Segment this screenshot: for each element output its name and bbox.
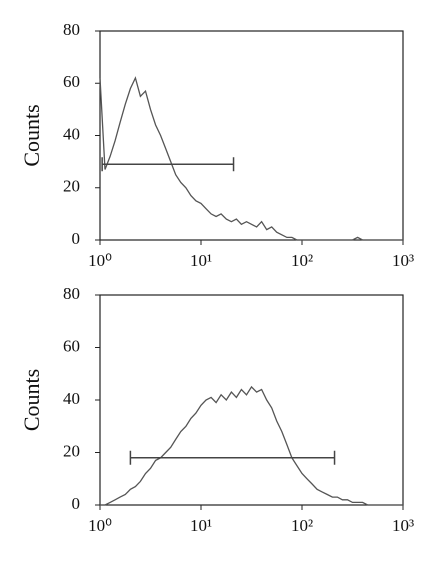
y-tick-label: 0 [72, 494, 81, 513]
y-tick-label: 80 [63, 284, 80, 303]
x-tick-label: 10¹ [190, 251, 212, 270]
y-tick-label: 40 [63, 389, 80, 408]
histogram-line [100, 385, 403, 506]
y-tick-label: 20 [63, 177, 80, 196]
x-tick-label: 10³ [392, 516, 414, 535]
x-tick-label: 10⁰ [88, 251, 112, 270]
histogram-line [99, 76, 403, 241]
y-tick-label: 80 [63, 20, 80, 39]
y-tick-label: 20 [63, 441, 80, 460]
y-tick-label: 60 [63, 72, 80, 91]
y-tick-label: 60 [63, 336, 80, 355]
x-tick-label: 10¹ [190, 516, 212, 535]
y-axis-label: Counts [19, 369, 44, 431]
x-tick-label: 10² [291, 251, 313, 270]
y-axis-label: Counts [19, 104, 44, 166]
x-tick-label: 10³ [392, 251, 414, 270]
x-tick-label: 10⁰ [88, 516, 112, 535]
y-tick-label: 0 [72, 229, 81, 248]
y-tick-label: 40 [63, 124, 80, 143]
plot-frame [99, 30, 404, 241]
x-tick-label: 10² [291, 516, 313, 535]
